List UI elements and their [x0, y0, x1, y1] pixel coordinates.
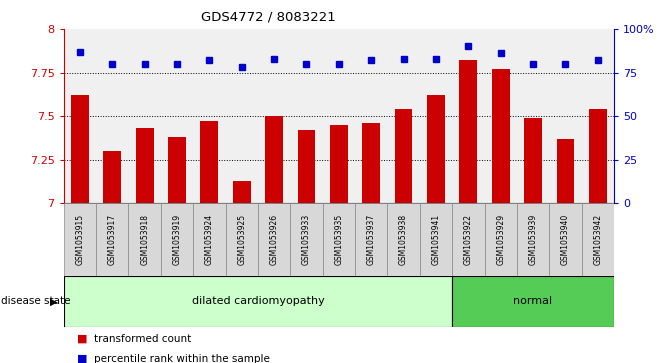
Text: dilated cardiomyopathy: dilated cardiomyopathy [191, 296, 324, 306]
Text: GSM1053933: GSM1053933 [302, 214, 311, 265]
Bar [556, 139, 574, 203]
Text: GSM1053929: GSM1053929 [496, 214, 505, 265]
Bar [492, 69, 509, 203]
Text: ■: ■ [77, 334, 88, 344]
FancyBboxPatch shape [225, 203, 258, 276]
FancyBboxPatch shape [452, 276, 614, 327]
Text: GSM1053922: GSM1053922 [464, 214, 473, 265]
Text: GSM1053938: GSM1053938 [399, 214, 408, 265]
Bar [103, 151, 121, 203]
Bar [589, 109, 607, 203]
FancyBboxPatch shape [128, 203, 161, 276]
Text: GSM1053941: GSM1053941 [431, 214, 440, 265]
Bar [233, 181, 251, 203]
Text: ■: ■ [77, 354, 88, 363]
FancyBboxPatch shape [193, 203, 225, 276]
Text: GSM1053937: GSM1053937 [367, 214, 376, 265]
Text: percentile rank within the sample: percentile rank within the sample [94, 354, 270, 363]
FancyBboxPatch shape [64, 276, 452, 327]
Text: GSM1053918: GSM1053918 [140, 214, 149, 265]
Bar [460, 60, 477, 203]
FancyBboxPatch shape [484, 203, 517, 276]
Bar [330, 125, 348, 203]
FancyBboxPatch shape [550, 203, 582, 276]
Text: disease state: disease state [1, 296, 70, 306]
FancyBboxPatch shape [161, 203, 193, 276]
FancyBboxPatch shape [517, 203, 550, 276]
Bar [298, 130, 315, 203]
Bar [362, 123, 380, 203]
Bar [136, 129, 154, 203]
FancyBboxPatch shape [355, 203, 387, 276]
FancyBboxPatch shape [96, 203, 128, 276]
Text: transformed count: transformed count [94, 334, 191, 344]
FancyBboxPatch shape [452, 203, 484, 276]
Text: GSM1053917: GSM1053917 [108, 214, 117, 265]
Text: GSM1053924: GSM1053924 [205, 214, 214, 265]
Bar [427, 95, 445, 203]
FancyBboxPatch shape [387, 203, 420, 276]
Bar [265, 116, 283, 203]
FancyBboxPatch shape [64, 203, 96, 276]
Text: GDS4772 / 8083221: GDS4772 / 8083221 [201, 11, 336, 24]
Text: ▶: ▶ [50, 296, 57, 306]
FancyBboxPatch shape [582, 203, 614, 276]
Text: GSM1053926: GSM1053926 [270, 214, 278, 265]
FancyBboxPatch shape [323, 203, 355, 276]
Text: GSM1053915: GSM1053915 [75, 214, 85, 265]
Text: normal: normal [513, 296, 553, 306]
Bar [201, 121, 218, 203]
Text: GSM1053942: GSM1053942 [593, 214, 603, 265]
FancyBboxPatch shape [291, 203, 323, 276]
Text: GSM1053925: GSM1053925 [238, 214, 246, 265]
Bar [71, 95, 89, 203]
Text: GSM1053940: GSM1053940 [561, 214, 570, 265]
Text: GSM1053935: GSM1053935 [334, 214, 344, 265]
Text: GSM1053939: GSM1053939 [529, 214, 537, 265]
Bar [168, 137, 186, 203]
Bar [524, 118, 542, 203]
Text: GSM1053919: GSM1053919 [172, 214, 182, 265]
FancyBboxPatch shape [420, 203, 452, 276]
FancyBboxPatch shape [258, 203, 291, 276]
Bar [395, 109, 413, 203]
